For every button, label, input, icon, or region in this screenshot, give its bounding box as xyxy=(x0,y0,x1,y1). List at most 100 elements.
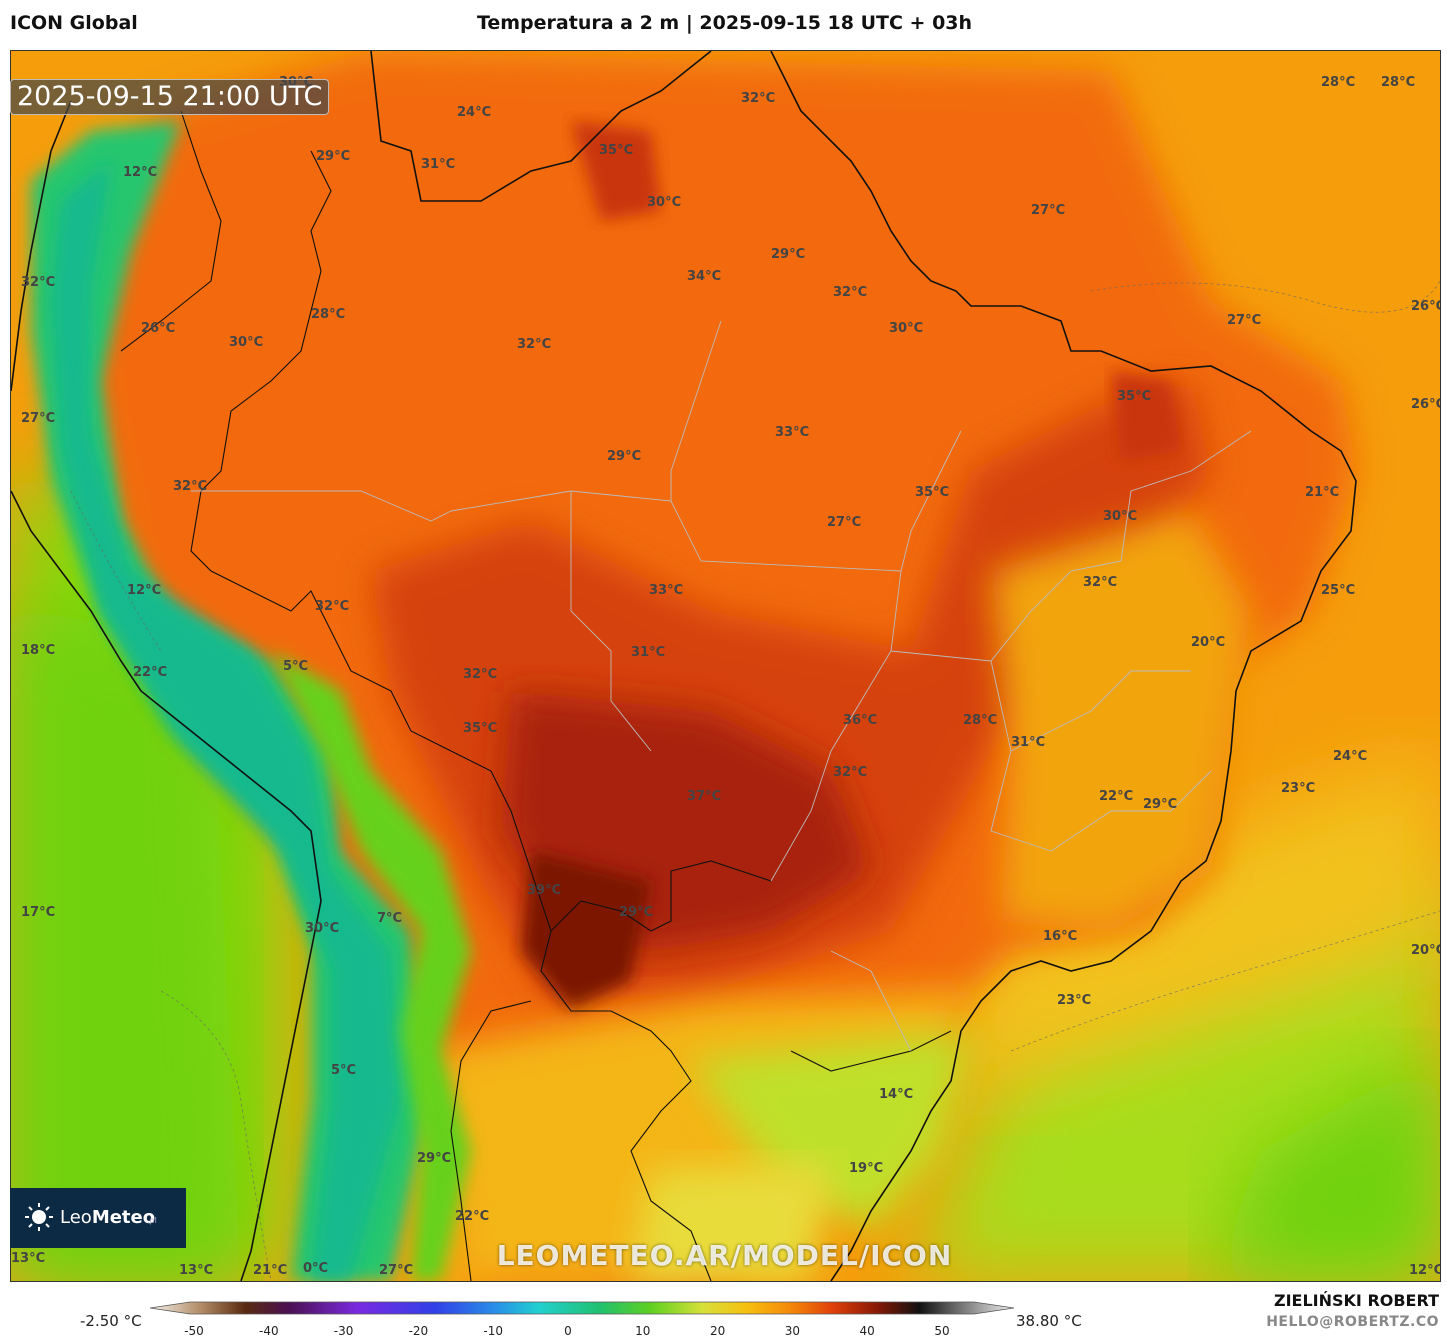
temperature-label: 22°C xyxy=(1099,789,1133,804)
logo-light: Leo xyxy=(60,1207,92,1228)
state-borders xyxy=(191,320,1252,1052)
temperature-label: 22°C xyxy=(133,665,167,680)
temperature-label: 30°C xyxy=(647,195,681,210)
uruguay-yellow xyxy=(631,1161,831,1281)
temperature-label: 30°C xyxy=(229,335,263,350)
temperature-label: 33°C xyxy=(775,425,809,440)
temperature-label: 30°C xyxy=(889,321,923,336)
colorbar-tick-label: -50 xyxy=(184,1324,204,1338)
temperature-label: 32°C xyxy=(517,337,551,352)
hot-core-ne xyxy=(1111,371,1181,461)
leometeo-logo[interactable]: LeoMeteo .pl xyxy=(10,1188,186,1248)
temperature-label: 31°C xyxy=(1011,735,1045,750)
temperature-label: 13°C xyxy=(179,1263,213,1278)
temperature-labels: 30°C 24°C 32°C 28°C 28°C 35°C 31°C 29°C 12°C 30°C… xyxy=(11,75,1440,1278)
temperature-label: 28°C xyxy=(1381,75,1415,90)
temperature-label: 20°C xyxy=(1191,635,1225,650)
temperature-label: 25°C xyxy=(1321,583,1355,598)
hot-core-2 xyxy=(521,851,651,1011)
temperature-label: 32°C xyxy=(833,765,867,780)
temperature-label: 28°C xyxy=(1321,75,1355,90)
colorbar-tick-label: 10 xyxy=(635,1324,651,1338)
atlantic-south-cool-2 xyxy=(1211,1051,1440,1281)
southeast-mild xyxy=(991,511,1251,931)
temperature-label: 21°C xyxy=(1305,485,1339,500)
country-borders xyxy=(120,110,952,1281)
temperature-label: 35°C xyxy=(463,721,497,736)
temperature-label: 23°C xyxy=(1057,993,1091,1008)
pacific-cool-zone-2 xyxy=(11,601,241,1281)
model-name: ICON Global xyxy=(10,12,138,34)
colorbar xyxy=(150,1301,1014,1315)
colorbar-tick-label: -20 xyxy=(408,1324,429,1338)
colorbar-tick-label: -30 xyxy=(333,1324,354,1338)
temperature-label: 27°C xyxy=(1031,203,1065,218)
author-name: ZIELIŃSKI ROBERT xyxy=(1273,1291,1439,1310)
temperature-label: 35°C xyxy=(1117,389,1151,404)
logo-wordmark: LeoMeteo xyxy=(60,1207,155,1228)
temperature-label: 35°C xyxy=(599,143,633,158)
temperature-label: 37°C xyxy=(687,789,721,804)
source-watermark: LEOMETEO.AR/MODEL/ICON xyxy=(496,1239,953,1272)
temperature-label: 29°C xyxy=(619,905,653,920)
temperature-label: 21°C xyxy=(253,1263,287,1278)
temperature-label: 7°C xyxy=(377,911,402,926)
temperature-label: 28°C xyxy=(311,307,345,322)
temperature-label: 19°C xyxy=(849,1161,883,1176)
temperature-label: 27°C xyxy=(21,411,55,426)
temperature-label: 23°C xyxy=(1281,781,1315,796)
temperature-label: 29°C xyxy=(607,449,641,464)
temperature-label: 13°C xyxy=(11,1251,45,1266)
temperature-label: 18°C xyxy=(21,643,55,658)
temperature-label: 28°C xyxy=(963,713,997,728)
colorbar-tick-label: -40 xyxy=(258,1324,279,1338)
temperature-label: 30°C xyxy=(1103,509,1137,524)
temperature-label: 32°C xyxy=(21,275,55,290)
map-title: Temperatura a 2 m | 2025-09-15 18 UTC + … xyxy=(476,12,973,34)
temperature-label: 0°C xyxy=(303,1261,328,1276)
andes-core xyxy=(51,161,401,1281)
temperature-label: 32°C xyxy=(173,479,207,494)
dashed-isotherms xyxy=(70,280,1440,1281)
atlantic-mid-yellow xyxy=(961,751,1440,1101)
temperature-label: 14°C xyxy=(879,1087,913,1102)
temperature-label: 27°C xyxy=(379,1263,413,1278)
temperature-map[interactable]: 30°C 24°C 32°C 28°C 28°C 35°C 31°C 29°C 12°C 30°C… xyxy=(10,50,1441,1282)
temperature-label: 5°C xyxy=(283,659,308,674)
logo-bold: Meteo xyxy=(91,1207,156,1228)
temperature-label: 29°C xyxy=(316,149,350,164)
temperature-label: 31°C xyxy=(631,645,665,660)
logo-suffix: .pl xyxy=(147,1216,157,1225)
temperature-label: 29°C xyxy=(417,1151,451,1166)
hot-core-3 xyxy=(571,121,661,221)
map-canvas: 30°C 24°C 32°C 28°C 28°C 35°C 31°C 29°C 12°C 30°C… xyxy=(11,51,1440,1281)
temperature-label: 26°C xyxy=(141,321,175,336)
colorbar-tick-label: 30 xyxy=(784,1324,801,1338)
temperature-label: 17°C xyxy=(21,905,55,920)
temperature-label: 29°C xyxy=(1143,797,1177,812)
temperature-label: 27°C xyxy=(1227,313,1261,328)
colorbar-tick-label: 20 xyxy=(709,1324,726,1338)
colorbar-tick-label: 50 xyxy=(934,1324,950,1338)
temperature-label: 34°C xyxy=(687,269,721,284)
coastline xyxy=(11,51,1357,1281)
colorbar-tick-label: -10 xyxy=(483,1324,503,1338)
temperature-label: 12°C xyxy=(127,583,161,598)
author-email[interactable]: HELLO@ROBERTZ.CO xyxy=(1266,1314,1439,1330)
temperature-label: 24°C xyxy=(1333,749,1367,764)
temperature-label: 32°C xyxy=(463,667,497,682)
colorbar-tick-label: 0 xyxy=(564,1324,572,1338)
colorbar-min-label: -2.50 °C xyxy=(80,1312,142,1330)
temperature-label: 27°C xyxy=(827,515,861,530)
south-cool xyxy=(691,1031,971,1231)
temperature-label: 32°C xyxy=(1083,575,1117,590)
temperature-label: 12°C xyxy=(123,165,157,180)
valid-time-badge: 2025-09-15 21:00 UTC xyxy=(10,79,330,115)
temperature-label: 5°C xyxy=(331,1063,356,1078)
temperature-label: 33°C xyxy=(649,583,683,598)
colorbar-tick-label: 40 xyxy=(859,1324,875,1338)
temperature-label: 22°C xyxy=(455,1209,489,1224)
andes-green-band xyxy=(271,651,471,1281)
temperature-label: 39°C xyxy=(527,883,561,898)
temperature-label: 12°C xyxy=(1409,1263,1440,1278)
